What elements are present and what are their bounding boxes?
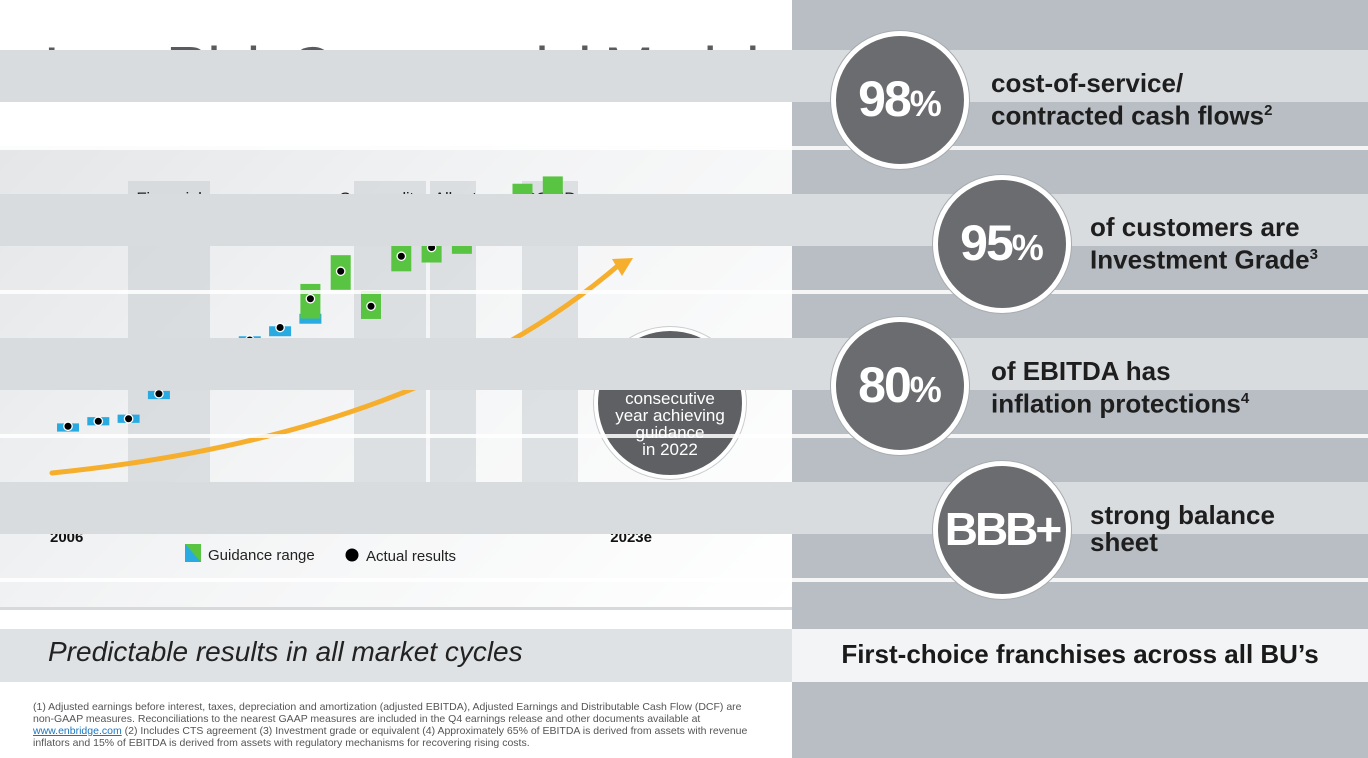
legend-label: Guidance range	[208, 547, 315, 564]
footnote-link[interactable]: www.enbridge.com	[33, 725, 122, 737]
footnote-text: (1) Adjusted earnings before interest, t…	[33, 701, 742, 725]
left-tagline-band	[0, 629, 792, 682]
stat-text-line2: Investment Grade	[1090, 244, 1310, 275]
actual-result-dot	[305, 293, 316, 304]
actual-result-dot	[63, 421, 73, 432]
stat-footnote-ref: 4	[1240, 390, 1250, 407]
stat-text-line1: cost-of-service/	[991, 68, 1184, 98]
trend-arrow	[49, 261, 623, 476]
legend-label: Actual results	[366, 548, 456, 565]
stat-text: cost-of-service/ contracted cash flows2	[991, 70, 1272, 130]
right-tagline: First-choice franchises across all BU’s	[841, 639, 1319, 669]
left-tagline: Predictable results in all market cycles	[48, 636, 523, 667]
footnote: (1) Adjusted earnings before interest, t…	[33, 701, 748, 749]
stat-bar-edge	[0, 578, 1368, 582]
stat-text: of customers are Investment Grade3	[1090, 214, 1318, 274]
stat-text-line1: strong balance	[1090, 500, 1275, 530]
trend-arrow-head	[612, 258, 633, 276]
stat-bar	[0, 482, 1368, 534]
stat-footnote-ref: 2	[1264, 102, 1273, 119]
stat-circle-bbb: BBB+	[933, 461, 1071, 599]
stat-circle-98: 98%	[831, 31, 969, 169]
actual-result-dot	[396, 251, 407, 262]
stat-bar-edge	[0, 146, 1368, 150]
eps-guidance-bar	[299, 313, 322, 324]
stat-text-line1: of EBITDA has	[991, 356, 1171, 386]
stat-bar	[0, 194, 1368, 246]
stat-number: BBB+	[944, 503, 1063, 555]
stat-text: of EBITDA has inflation protections4	[991, 358, 1249, 418]
callout-line: consecutive	[625, 389, 715, 408]
stat-value: 95%	[938, 218, 1066, 273]
stat-bar-edge	[0, 290, 1368, 294]
stat-text-line1: of customers are	[1090, 212, 1300, 242]
callout-line: guidance	[635, 423, 705, 442]
callout-text: consecutive year achieving guidance in 2…	[598, 390, 742, 458]
stat-bar-edge	[0, 434, 1368, 438]
stat-bar	[0, 50, 1368, 102]
stat-unit: %	[1011, 227, 1044, 268]
footnote-text: (2) Includes CTS agreement (3) Investmen…	[33, 725, 748, 749]
callout-line: year achieving	[615, 406, 725, 425]
actual-result-dot	[335, 266, 346, 277]
actual-result-dot	[366, 301, 376, 312]
stat-bar	[0, 338, 1368, 390]
divider	[0, 607, 792, 610]
stat-circle-95: 95%	[933, 175, 1071, 313]
stat-number: 80	[858, 357, 912, 413]
legend-actual-swatch	[345, 548, 359, 562]
stat-footnote-ref: 3	[1309, 246, 1318, 263]
actual-result-dot	[93, 416, 104, 427]
legend-guidance-swatch-dcf	[185, 544, 201, 562]
actual-result-dot	[154, 388, 164, 399]
actual-result-dot	[123, 413, 134, 424]
stat-value: BBB+	[938, 504, 1066, 554]
stat-value: 80%	[836, 360, 964, 415]
callout-line: in 2022	[642, 440, 698, 459]
right-tagline-band	[792, 629, 1368, 682]
stat-unit: %	[909, 83, 942, 124]
stat-unit: %	[909, 369, 942, 410]
stat-number: 95	[960, 215, 1014, 271]
stat-text-line2: inflation protections	[991, 388, 1241, 419]
stat-text-line2: sheet	[1090, 527, 1158, 557]
stat-number: 98	[858, 71, 912, 127]
stat-text-line2: contracted cash flows	[991, 100, 1265, 131]
stat-circle-80: 80%	[831, 317, 969, 455]
stat-text: strong balance sheet	[1090, 502, 1275, 556]
stat-value: 98%	[836, 74, 964, 129]
actual-result-dot	[275, 322, 285, 333]
